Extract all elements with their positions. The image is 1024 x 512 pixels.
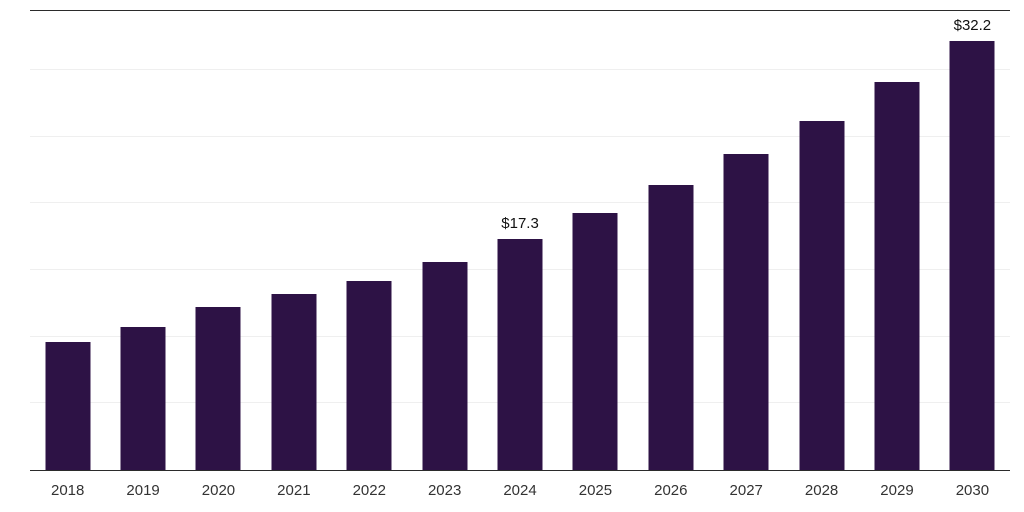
- data-label-2024: $17.3: [501, 215, 539, 232]
- bar-2027: [723, 154, 769, 470]
- bar-slot-2028: [784, 10, 859, 470]
- x-axis-line: [30, 470, 1010, 471]
- x-tick-label-2020: 2020: [201, 482, 236, 499]
- bar-slot-2030: $32.2: [935, 10, 1010, 470]
- bar-2024: [497, 239, 543, 470]
- gridline-25: [30, 136, 1010, 137]
- bar-2022: [346, 281, 392, 470]
- bar-2028: [799, 121, 845, 470]
- bar-slot-2021: [256, 10, 331, 470]
- x-tick-label-2028: 2028: [804, 482, 839, 499]
- x-tick-label-2024: 2024: [503, 482, 537, 499]
- bar-slot-2024: $17.3: [482, 10, 557, 470]
- plot-top-border: [30, 10, 1010, 11]
- bar-slot-2022: [332, 10, 407, 470]
- bar-slot-2019: [105, 10, 180, 470]
- bar-slot-2029: [859, 10, 934, 470]
- gridline-30: [30, 69, 1010, 70]
- bar-slot-2023: [407, 10, 482, 470]
- bar-slot-2025: [558, 10, 633, 470]
- bar-2029: [874, 82, 920, 470]
- bar-2020: [195, 307, 241, 470]
- bar-2018: [45, 342, 91, 470]
- bar-2026: [648, 185, 694, 470]
- bar-2025: [572, 213, 618, 470]
- bar-slot-2027: [709, 10, 784, 470]
- x-axis-labels: 2018 2019 2020 2021 2022 2023 2024 2025 2026 2027…: [30, 482, 1010, 499]
- x-tick-label-2018: 2018: [51, 482, 85, 499]
- x-tick-label-2030: 2030: [955, 482, 990, 499]
- x-tick-label-2022: 2022: [352, 482, 386, 499]
- x-tick-label-2027: 2027: [729, 482, 763, 499]
- x-tick-label-2023: 2023: [427, 482, 462, 499]
- plot-area: $17.3 $32.2: [30, 10, 1010, 471]
- x-tick-label-2026: 2026: [654, 482, 688, 499]
- bars: $17.3 $32.2: [30, 10, 1010, 470]
- bar-2023: [422, 262, 468, 470]
- bar-slot-2026: [633, 10, 708, 470]
- x-tick-label-2029: 2029: [880, 482, 914, 499]
- bar-2019: [120, 327, 166, 470]
- data-label-2030: $32.2: [953, 17, 992, 34]
- x-tick-label-2025: 2025: [578, 482, 613, 499]
- gridline-20: [30, 202, 1010, 203]
- bar-slot-2018: [30, 10, 105, 470]
- bar-2021: [271, 294, 317, 470]
- x-tick-label-2021: 2021: [277, 482, 311, 499]
- x-tick-label-2019: 2019: [126, 482, 160, 499]
- bar-2030: [949, 41, 995, 470]
- bar-slot-2020: [181, 10, 256, 470]
